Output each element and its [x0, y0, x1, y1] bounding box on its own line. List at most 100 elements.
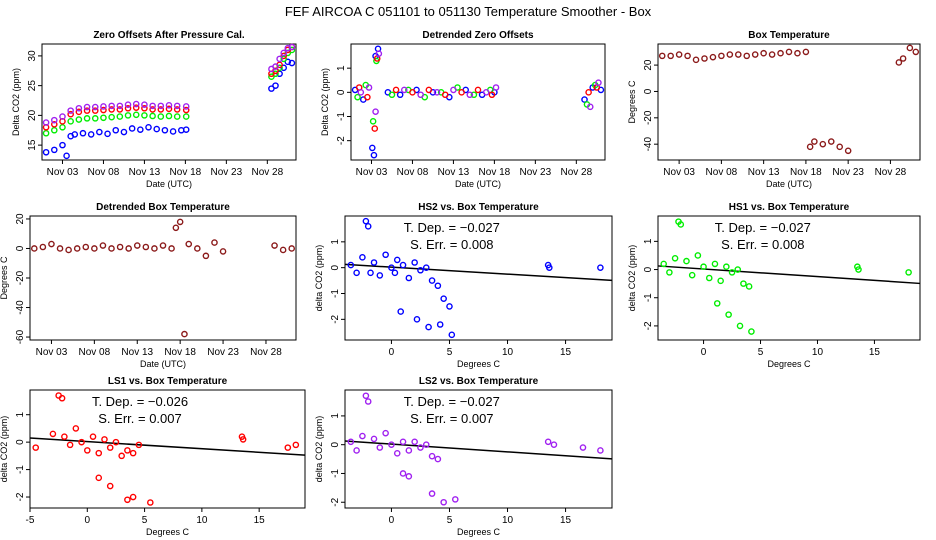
p2-point-ls2-11: [586, 103, 594, 111]
p7-point-ls1-5: [66, 441, 74, 449]
p3-point-box-4: [692, 56, 700, 64]
p1-point-ls1-7: [100, 106, 107, 114]
p5-xtick-label-1: 5: [447, 347, 453, 358]
p1-point-ls2-22: [284, 44, 292, 52]
p6-point-hs1-10: [711, 260, 719, 268]
p1-point-hs2-22: [276, 70, 283, 78]
p5-point-hs2-28: [597, 264, 604, 271]
p3-point-box-7: [718, 52, 725, 60]
p3-xtick-label-0: Nov 03: [663, 167, 695, 178]
p2-ytick-label-0: -2: [336, 136, 347, 145]
p4-point-box-14: [151, 245, 158, 252]
figure-title: FEF AIRCOA C 051101 to 051130 Temperatur…: [285, 4, 652, 19]
p1-point-hs1-21: [280, 55, 288, 63]
p3-xtick-label-3: Nov 18: [790, 167, 822, 178]
p6-point-hs1-15: [740, 280, 747, 287]
p7-point-ls1-6: [72, 425, 80, 432]
p6-point-hs1-18: [725, 311, 732, 318]
p1-point-ls2-17: [182, 103, 190, 110]
p7-point-ls1-7: [78, 438, 85, 446]
p1-point-hs1-16: [173, 113, 181, 120]
p6-ytick-label-0: -2: [643, 321, 654, 330]
p4-ytick-label-1: -40: [15, 300, 26, 315]
p1-ytick-label-0: 15: [27, 139, 38, 151]
p1-title: Zero Offsets After Pressure Cal.: [93, 30, 245, 41]
p1-point-ls2-0: [42, 119, 50, 126]
p6-point-hs1-6: [688, 271, 696, 279]
p4-point-box-1: [39, 243, 47, 251]
p2-ytick-label-2: 0: [336, 89, 347, 95]
p1-ytick-label-1: 20: [27, 109, 38, 121]
p4-xtick-label-3: Nov 18: [164, 347, 196, 358]
p1-point-hs1-8: [108, 113, 115, 121]
p2-ylabel: Delta CO2 (ppm): [320, 68, 330, 136]
p5-serr-annotation: S. Err. = 0.008: [410, 237, 493, 252]
p1-point-ls2-2: [59, 113, 66, 120]
p1-point-hs2-20: [268, 85, 275, 92]
p1-point-hs2-21: [272, 82, 279, 89]
p2-xtick-label-4: Nov 23: [520, 167, 552, 178]
p2-point-ls1-4: [392, 86, 400, 94]
p8-point-ls2-21: [451, 496, 459, 503]
p7-point-ls1-24: [239, 436, 247, 443]
p5-point-hs2-18: [440, 295, 447, 302]
p7-point-ls1-3: [58, 394, 66, 402]
p7-ylabel: delta CO2 (ppm): [0, 416, 9, 483]
p3-ytick-label-0: -40: [643, 137, 654, 152]
p2-point-hs1-2: [369, 118, 377, 125]
p2-point-ls1-1: [364, 93, 371, 101]
p4-point-box-8: [99, 242, 107, 249]
p4-xtick-label-2: Nov 13: [121, 347, 153, 358]
p4-point-box-23: [211, 239, 218, 246]
p1-point-hs1-2: [59, 123, 66, 131]
p4-point-box-11: [125, 245, 132, 252]
p1-point-hs2-9: [104, 130, 111, 138]
p4-point-box-12: [133, 242, 141, 249]
p1-point-hs2-13: [137, 126, 144, 133]
p3-point-box-13: [768, 51, 776, 58]
p6-point-hs1-13: [728, 269, 736, 276]
p1-point-hs2-3: [63, 152, 70, 160]
p2-point-ls2-0: [357, 89, 365, 96]
p1-point-hs2-6: [79, 129, 87, 137]
p8-xtick-label-0: 0: [389, 515, 395, 526]
p1-point-hs1-11: [132, 111, 140, 119]
p5-point-hs2-15: [422, 264, 430, 271]
p5-point-hs2-12: [405, 274, 413, 282]
p6-xtick-label-1: 5: [758, 347, 764, 358]
p3-point-box-23: [844, 147, 852, 155]
p3-ytick-label-2: 0: [643, 88, 654, 94]
p8-xlabel: Degrees C: [457, 527, 501, 537]
p3-point-box-2: [675, 51, 683, 58]
p5-point-hs2-27: [546, 264, 553, 271]
p2-point-ls2-6: [433, 89, 441, 96]
p1-point-hs1-7: [100, 114, 107, 122]
p2-point-ls1-5: [409, 89, 416, 96]
p5-point-hs2-14: [417, 266, 424, 274]
p8-point-ls2-1: [353, 447, 360, 454]
p3-ylabel: Degrees C: [627, 80, 637, 124]
p5-point-hs2-0: [347, 261, 355, 269]
p1-point-ls2-20: [276, 55, 283, 63]
p2-point-ls1-8: [458, 89, 465, 96]
p8-ylabel: delta CO2 (ppm): [314, 416, 324, 483]
p5-point-hs2-3: [362, 217, 370, 225]
p1-point-ls2-11: [132, 100, 140, 108]
p6-point-hs1-2: [671, 254, 679, 262]
p6-ylabel: delta CO2 (ppm): [627, 245, 637, 312]
p8-frame: [344, 389, 613, 509]
p2-point-ls1-9: [474, 86, 482, 94]
p1-xtick-label-3: Nov 18: [170, 167, 202, 178]
p3-point-box-14: [777, 49, 784, 57]
p7-point-ls1-1: [49, 430, 57, 438]
p4-point-box-17: [172, 224, 180, 232]
p1-point-ls2-19: [272, 63, 279, 70]
p6-point-hs1-8: [700, 263, 707, 271]
p5-point-hs2-23: [425, 323, 432, 331]
p5-ytick-label-1: -1: [330, 289, 341, 298]
p1-point-hs2-25: [288, 59, 296, 67]
p1-point-ls2-6: [91, 103, 99, 111]
p4-ytick-label-3: 0: [15, 245, 26, 251]
p6-ytick-label-2: 0: [643, 266, 654, 272]
p1-point-ls1-9: [116, 106, 124, 113]
